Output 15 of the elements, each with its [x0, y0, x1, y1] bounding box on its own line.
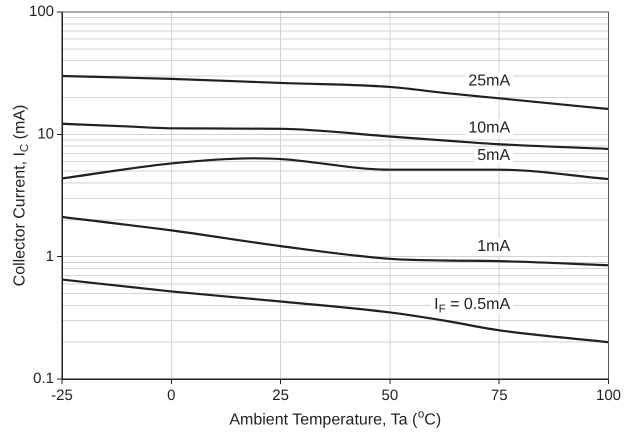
- x-tick-label: 75: [490, 387, 508, 404]
- series-label: 1mA: [477, 238, 510, 256]
- x-tick-label: 0: [167, 387, 176, 404]
- x-tick-label: 25: [272, 387, 289, 404]
- x-tick-label: -25: [51, 387, 73, 404]
- y-tick-label: 10: [37, 125, 54, 142]
- series-label: 5mA: [477, 147, 510, 164]
- y-tick-label: 0.1: [33, 370, 54, 388]
- series-label: 25mA: [468, 72, 510, 90]
- x-tick-label: 100: [596, 387, 621, 404]
- y-tick-label: 1: [46, 248, 54, 265]
- y-tick-label: 100: [28, 3, 54, 20]
- x-tick-label: 50: [382, 387, 398, 404]
- y-axis-title: Collector Current, IC (mA): [11, 104, 31, 286]
- series-label: 10mA: [468, 119, 510, 136]
